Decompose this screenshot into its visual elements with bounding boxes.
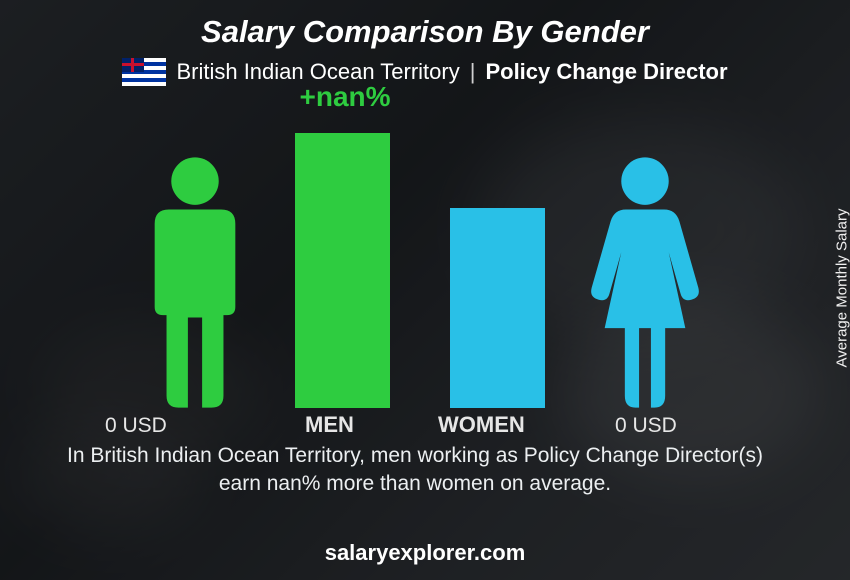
page-title: Salary Comparison By Gender — [0, 14, 850, 50]
value-women: 0 USD — [615, 414, 677, 438]
value-men: 0 USD — [105, 414, 167, 438]
man-icon — [135, 155, 255, 410]
label-women: WOMEN — [438, 412, 525, 438]
chart: +nan% 0 USD MEN WOMEN 0 USD — [60, 100, 770, 430]
footer-site: salaryexplorer.com — [0, 540, 850, 566]
subtitle-role: Policy Change Director — [485, 59, 727, 85]
flag-icon — [122, 58, 166, 86]
description-text: In British Indian Ocean Territory, men w… — [60, 442, 770, 499]
pct-diff-label: +nan% — [285, 81, 405, 113]
label-men: MEN — [305, 412, 354, 438]
subtitle-separator: | — [470, 59, 476, 85]
y-axis-label: Average Monthly Salary — [834, 209, 850, 368]
infographic-root: Salary Comparison By Gender British Indi… — [0, 0, 850, 580]
subtitle: British Indian Ocean Territory | Policy … — [0, 58, 850, 86]
bar-women — [450, 208, 545, 408]
bar-men — [295, 133, 390, 408]
woman-icon — [585, 155, 705, 410]
